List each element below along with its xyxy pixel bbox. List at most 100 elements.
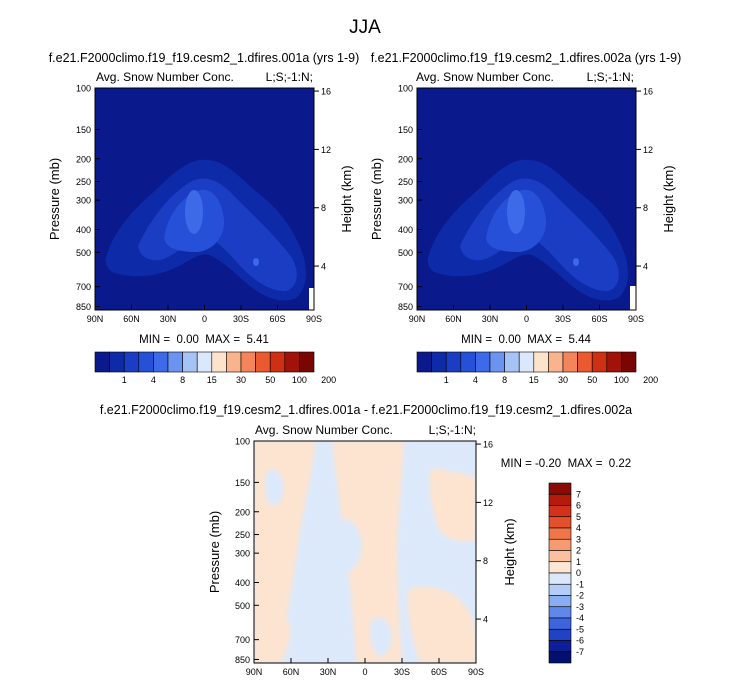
panel-a-colorbar-box: [299, 351, 315, 373]
panel-a-contour-core: [185, 190, 203, 234]
panel-c-colorbar-label: 3: [576, 534, 581, 544]
panel-c-y-tick-label: 400: [235, 578, 250, 588]
panel-c-colorbar-box: [548, 561, 572, 574]
panel-b-subtitle-left: Avg. Snow Number Conc.: [416, 70, 554, 84]
panel-c-stats: MIN = -0.20 MAX = 0.22: [501, 458, 631, 470]
panel-c-colorbar-label: -1: [576, 579, 584, 589]
panel-c-ylabel: Pressure (mb): [207, 511, 222, 593]
panel-a-colorbar-box: [167, 351, 183, 373]
panel-c: f.e21.F2000climo.f19_f19.cesm2_1.dfires.…: [100, 403, 632, 677]
panel-c-colorbar-label: 2: [576, 546, 581, 556]
panel-a-x-ticks: 90N 60N 30N 0 30S 60S 90S: [87, 305, 322, 324]
panel-a-y-tick-label: 300: [76, 196, 91, 206]
panel-c-colorbar-label: 7: [576, 489, 581, 499]
panel-a-y2-tick-label: 16: [321, 87, 331, 97]
panel-c-colorbar-box: [548, 482, 572, 495]
panel-c-colorbar-label: 0: [576, 568, 581, 578]
panel-b-x-ticks: 90N 60N 30N 0 30S 60S 90S: [409, 305, 644, 324]
panel-c-ylabel-right: Height (km): [502, 518, 517, 585]
panel-c-y2-tick-label: 4: [483, 615, 488, 625]
panel-c-colorbar-label: -4: [576, 613, 584, 623]
panel-b-y-tick-label: 250: [398, 177, 413, 187]
panel-a-colorbar-box: [196, 351, 213, 373]
panel-c-colorbar-box: [548, 606, 572, 619]
panel-c-field: [254, 441, 476, 663]
panel-b-colorbar-label: 30: [558, 375, 568, 385]
panel-b-colorbar-box: [533, 351, 549, 373]
panel-a-y-tick-label: 200: [76, 154, 91, 164]
panel-b-stats: MIN = 0.00 MAX = 5.44: [461, 334, 591, 346]
panel-c-y-tick-label: 700: [235, 635, 250, 645]
panel-b-x-tick-label: 0: [524, 314, 529, 324]
panel-c-y-tick-label: 250: [235, 530, 250, 540]
panel-a-x-tick-label: 90N: [87, 314, 104, 324]
panel-c-y-ticks: 100 150 200 250 300 400 500 700 850: [235, 437, 259, 665]
panel-a-field: [95, 88, 314, 310]
panel-a-x-tick-label: 0: [202, 314, 207, 324]
panel-b-x-tick-label: 60N: [445, 314, 462, 324]
panel-c-colorbar-box: [548, 550, 572, 563]
panel-b-y2-tick-label: 4: [643, 262, 648, 272]
panel-b-x-tick-label: 90S: [628, 314, 644, 324]
panel-b-colorbar-box: [460, 351, 476, 373]
panel-b-colorbar-box: [504, 351, 520, 373]
panel-a-y-tick-label: 500: [76, 248, 91, 258]
panel-b-missing-data: [630, 286, 636, 310]
panel-b-x-tick-label: 90N: [409, 314, 426, 324]
panel-a-ylabel-right: Height (km): [339, 165, 354, 232]
panel-b: f.e21.F2000climo.f19_f19.cesm2_1.dfires.…: [369, 51, 681, 385]
panel-b-subtitle-right: L;S;-1:N;: [587, 70, 634, 84]
panel-c-x-tick-label: 90N: [246, 667, 263, 677]
panel-c-colorbar-box: [548, 572, 572, 585]
panel-a-colorbar-label: 200: [321, 375, 336, 385]
panel-b-y2-tick-label: 12: [643, 145, 653, 155]
panel-c-y-tick-label: 200: [235, 507, 250, 517]
panel-b-x-tick-label: 60S: [591, 314, 607, 324]
panel-b-colorbar-box: [621, 351, 637, 373]
panel-c-colorbar-box: [548, 640, 572, 653]
panel-a-x-tick-label: 30N: [160, 314, 177, 324]
panel-c-y-tick-label: 150: [235, 478, 250, 488]
panel-a-colorbar-box: [240, 351, 256, 373]
panel-b-colorbar-label: 15: [529, 375, 539, 385]
panel-b-contour-core: [507, 190, 525, 234]
panel-c-subtitle-left: Avg. Snow Number Conc.: [255, 423, 393, 437]
panel-a-colorbar-box: [211, 351, 227, 373]
panel-a-y2-tick-label: 12: [321, 145, 331, 155]
panel-a-colorbar-box: [109, 351, 125, 373]
panel-b-colorbar-box: [518, 351, 535, 373]
panel-c-x-tick-label: 30S: [394, 667, 410, 677]
panel-b-y2-tick-label: 16: [643, 87, 653, 97]
panel-a-colorbar-label: 8: [180, 375, 185, 385]
panel-c-x-tick-label: 30N: [320, 667, 337, 677]
panel-b-colorbar-box: [431, 351, 447, 373]
panel-c-colorbar-box: [548, 538, 572, 551]
figure-title: JJA: [349, 17, 381, 38]
panel-b-y-tick-label: 400: [398, 225, 413, 235]
panel-a-subtitle-right: L;S;-1:N;: [266, 70, 313, 84]
panel-c-y-tick-label: 300: [235, 549, 250, 559]
panel-b-colorbar-box: [445, 351, 462, 373]
panel-a-missing-data: [309, 288, 314, 310]
panel-a-subtitle-left: Avg. Snow Number Conc.: [96, 70, 234, 84]
panel-b-ylabel-right: Height (km): [661, 165, 676, 232]
panel-b-y-tick-label: 100: [398, 84, 413, 94]
panel-b-colorbar-label: 8: [502, 375, 507, 385]
panel-c-x-tick-label: 60N: [283, 667, 300, 677]
panel-a-colorbar-box: [255, 351, 271, 373]
panel-a-y2-ticks: 16 12 8 4: [314, 87, 331, 272]
panel-a-colorbar-box: [94, 351, 110, 373]
panel-b-colorbar-label: 100: [614, 375, 629, 385]
panel-c-x-tick-label: 60S: [431, 667, 447, 677]
panel-a-colorbar-box: [153, 351, 169, 373]
panel-c-colorbar-box: [548, 505, 572, 518]
panel-a-y-tick-label: 850: [76, 302, 91, 312]
panel-a-x-tick-label: 30S: [233, 314, 249, 324]
panel-b-y-tick-label: 700: [398, 282, 413, 292]
panel-a-colorbar-box: [269, 351, 286, 373]
panel-a-y-tick-label: 250: [76, 177, 91, 187]
panel-b-contour-spot: [573, 258, 579, 266]
panel-c-y-tick-label: 500: [235, 601, 250, 611]
